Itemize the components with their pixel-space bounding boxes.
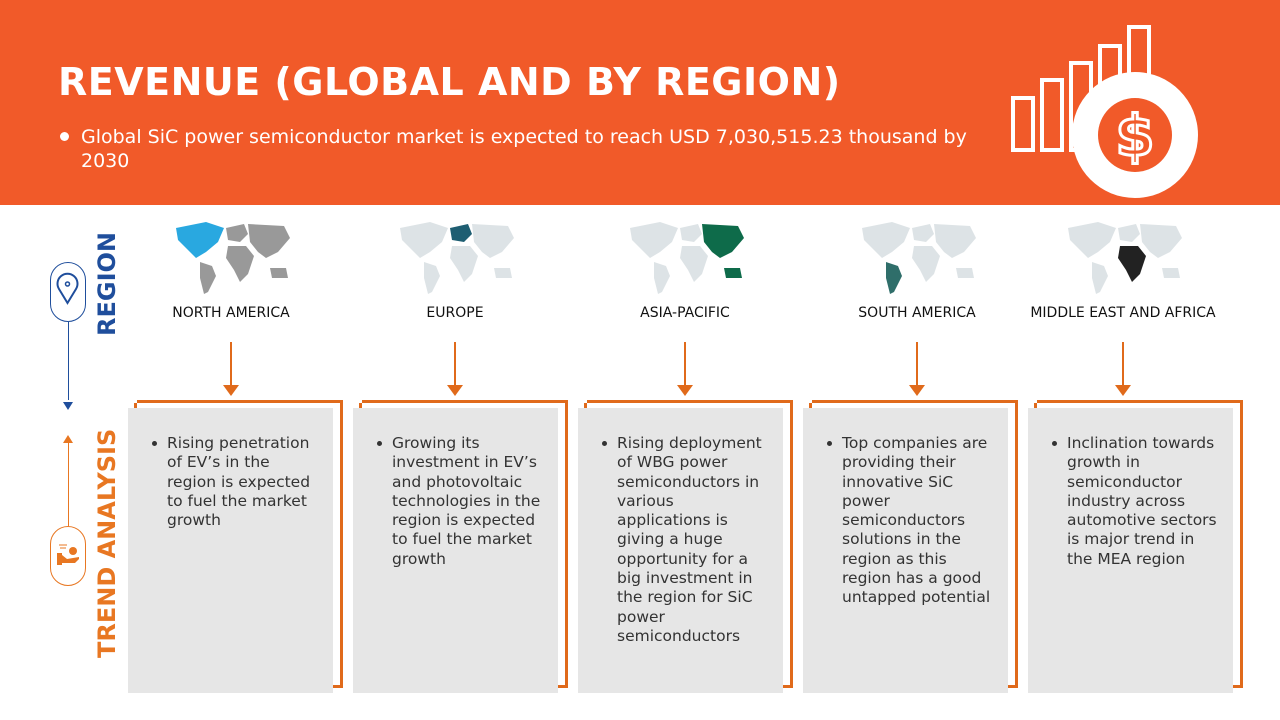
- map-region-na: [400, 222, 448, 258]
- trend-card: Rising penetration of EV’s in the region…: [128, 408, 333, 693]
- trend-text: Rising deployment of WBG power semicondu…: [617, 434, 762, 645]
- map-region-sa: [886, 262, 902, 294]
- page-title: REVENUE (GLOBAL AND BY REGION): [58, 60, 841, 104]
- world-map-sa: [862, 222, 976, 294]
- card-bracket: [809, 400, 1018, 688]
- map-region-ap: [934, 224, 976, 278]
- revenue-chart-dollar-icon: $: [1011, 25, 1198, 198]
- location-pin-icon: [50, 262, 86, 322]
- card-bracket: [134, 400, 343, 688]
- map-region-sa: [200, 262, 216, 294]
- map-region-sa: [1092, 262, 1108, 294]
- map-region-na: [1068, 222, 1116, 258]
- bullet-icon: [60, 132, 69, 141]
- trend-text: Growing its investment in EV’s and photo…: [392, 434, 541, 568]
- map-region-sa: [424, 262, 440, 294]
- map-region-mea: [450, 246, 478, 282]
- arrow-down-icon: [223, 342, 239, 396]
- trend-card: Rising deployment of WBG power semicondu…: [578, 408, 783, 693]
- map-region-eu: [1118, 224, 1140, 242]
- map-region-eu: [450, 224, 472, 242]
- map-region-mea: [680, 246, 708, 282]
- trend-card: Top companies are providing their innova…: [803, 408, 1008, 693]
- bullet-icon: [1052, 441, 1057, 446]
- world-map-mea: [1068, 222, 1182, 294]
- trend-text: Inclination towards growth in semiconduc…: [1067, 434, 1217, 568]
- map-region-mea: [226, 246, 254, 282]
- bullet-icon: [152, 441, 157, 446]
- region-label: ASIA-PACIFIC: [640, 305, 730, 321]
- arrow-down-icon: [909, 342, 925, 396]
- map-region-na: [862, 222, 910, 258]
- map-region-na: [176, 222, 224, 258]
- region-label: SOUTH AMERICA: [858, 305, 976, 321]
- trend-text: Rising penetration of EV’s in the region…: [167, 434, 311, 530]
- map-region-ap: [1140, 224, 1182, 278]
- map-region-ap: [702, 224, 744, 278]
- map-region-eu: [680, 224, 702, 242]
- map-region-ap: [248, 224, 290, 278]
- header-banner: REVENUE (GLOBAL AND BY REGION) Global Si…: [0, 0, 1280, 205]
- arrow-down-icon: [677, 342, 693, 396]
- card-bracket: [359, 400, 568, 688]
- subtitle-text: Global SiC power semiconductor market is…: [81, 126, 967, 172]
- arrow-down-icon: [1115, 342, 1131, 396]
- map-region-sa: [654, 262, 670, 294]
- svg-text:$: $: [1116, 104, 1155, 169]
- trend-card: Growing its investment in EV’s and photo…: [353, 408, 558, 693]
- map-region-ap: [472, 224, 514, 278]
- map-region-mea: [912, 246, 940, 282]
- card-bracket: [584, 400, 793, 688]
- bullet-icon: [827, 441, 832, 446]
- region-axis-label: REGION: [93, 232, 121, 336]
- trend-axis-line: [68, 442, 69, 526]
- arrow-down-icon: [447, 342, 463, 396]
- card-bracket: [1034, 400, 1243, 688]
- trend-text: Top companies are providing their innova…: [842, 434, 991, 607]
- region-label: MIDDLE EAST AND AFRICA: [1030, 305, 1216, 321]
- map-region-eu: [912, 224, 934, 242]
- region-label: EUROPE: [426, 305, 484, 321]
- region-axis-line: [68, 322, 69, 400]
- map-region-eu: [226, 224, 248, 242]
- subtitle: Global SiC power semiconductor market is…: [60, 125, 980, 173]
- arrow-down-icon: [63, 402, 73, 410]
- world-map-eu: [400, 222, 514, 294]
- region-label: NORTH AMERICA: [172, 305, 290, 321]
- bullet-icon: [602, 441, 607, 446]
- trend-analysis-icon: [50, 526, 86, 586]
- trend-axis-label: TREND ANALYSIS: [93, 428, 121, 658]
- map-region-na: [630, 222, 678, 258]
- map-region-mea: [1118, 246, 1146, 282]
- bullet-icon: [377, 441, 382, 446]
- world-map-ap: [630, 222, 744, 294]
- world-map-na: [176, 222, 290, 294]
- arrow-up-icon: [63, 435, 73, 443]
- trend-card: Inclination towards growth in semiconduc…: [1028, 408, 1233, 693]
